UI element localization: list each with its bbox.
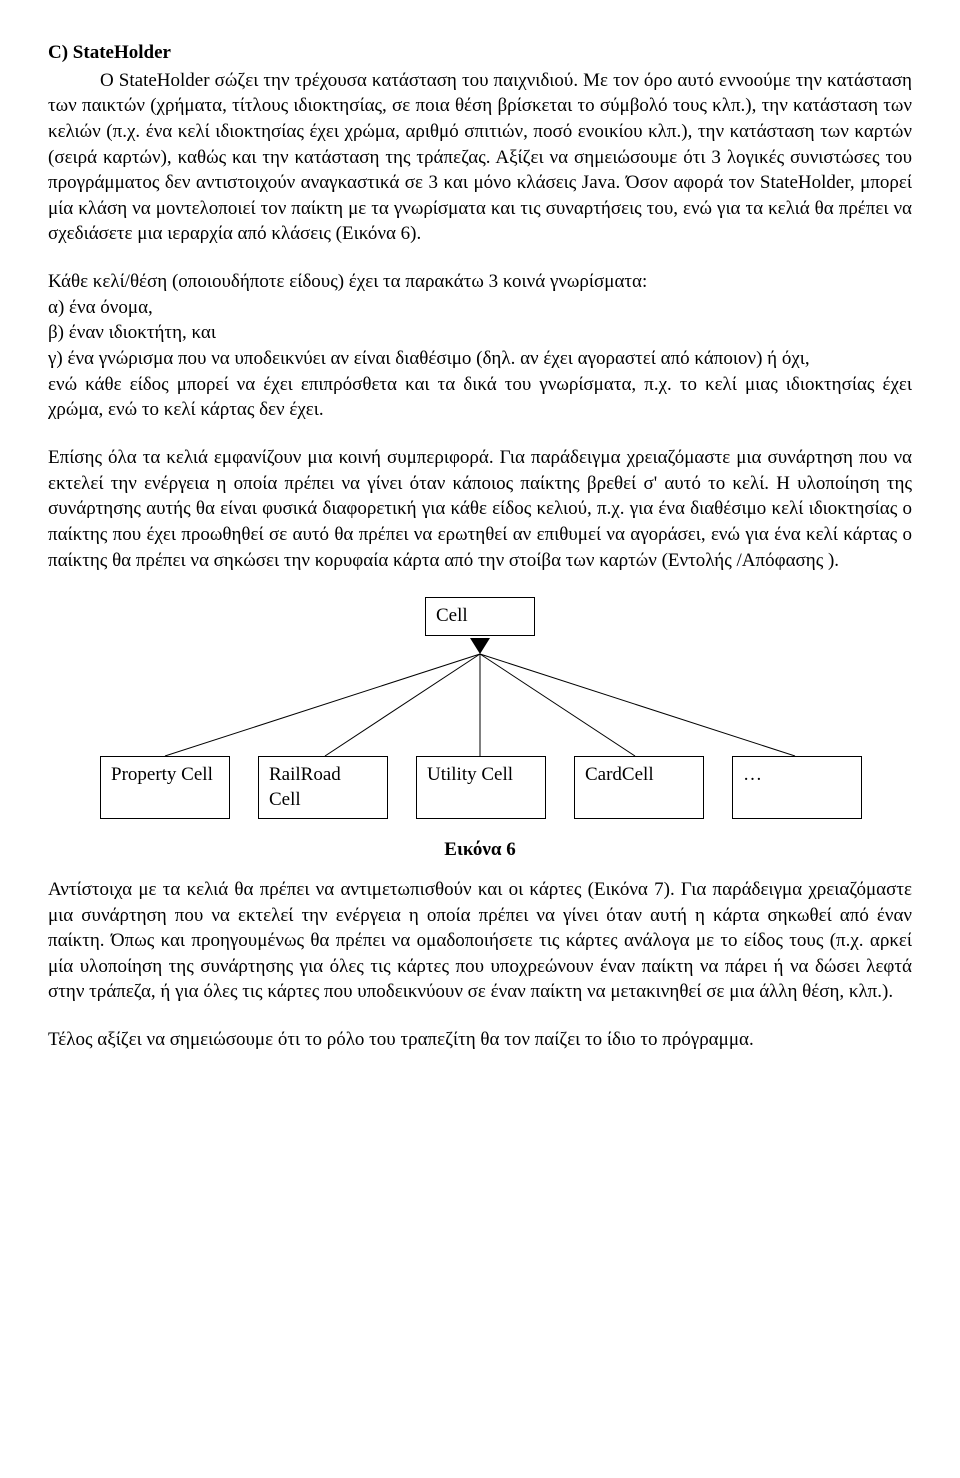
diagram-children-row: Property Cell RailRoad Cell Utility Cell… xyxy=(100,756,860,819)
figure-caption: Εικόνα 6 xyxy=(48,837,912,863)
paragraph-1: Ο StateHolder σώζει την τρέχουσα κατάστα… xyxy=(48,68,912,247)
edge xyxy=(480,654,795,756)
attr-tail: ενώ κάθε είδος μπορεί να έχει επιπρόσθετ… xyxy=(48,372,912,423)
paragraph-5: Τέλος αξίζει να σημειώσουμε ότι το ρόλο … xyxy=(48,1027,912,1053)
inheritance-arrowhead xyxy=(470,638,490,654)
edge xyxy=(165,654,480,756)
attr-b: β) έναν ιδιοκτήτη, και xyxy=(48,320,912,346)
attrs-intro: Κάθε κελί/θέση (οποιουδήποτε είδους) έχε… xyxy=(48,269,912,295)
diagram-child-node: Property Cell xyxy=(100,756,230,819)
diagram-child-node: Utility Cell xyxy=(416,756,546,819)
paragraph-4: Αντίστοιχα με τα κελιά θα πρέπει να αντι… xyxy=(48,877,912,1005)
edge xyxy=(325,654,480,756)
paragraph-1-text: Ο StateHolder σώζει την τρέχουσα κατάστα… xyxy=(48,70,912,245)
diagram-child-node: CardCell xyxy=(574,756,704,819)
edge xyxy=(480,654,635,756)
class-hierarchy-diagram: Cell Property Cell RailRoad Cell Utility… xyxy=(100,597,860,819)
paragraph-3: Επίσης όλα τα κελιά εμφανίζουν μια κοινή… xyxy=(48,445,912,573)
attr-c: γ) ένα γνώρισμα που να υποδεικνύει αν εί… xyxy=(48,346,912,372)
diagram-child-node: … xyxy=(732,756,862,819)
attr-a: α) ένα όνομα, xyxy=(48,295,912,321)
diagram-edges xyxy=(100,636,860,756)
diagram-child-node: RailRoad Cell xyxy=(258,756,388,819)
diagram-root-node: Cell xyxy=(425,597,535,636)
section-heading: C) StateHolder xyxy=(48,40,912,66)
